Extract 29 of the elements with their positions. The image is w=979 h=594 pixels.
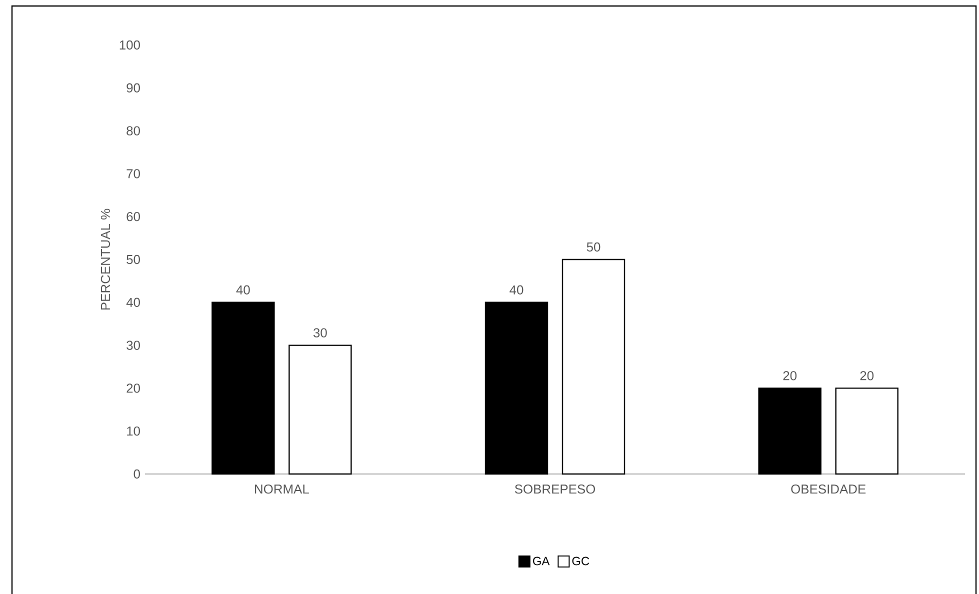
y-tick-label: 20	[126, 384, 140, 393]
data-label: 20	[783, 371, 797, 380]
data-label: 40	[236, 285, 250, 294]
legend-label: GA	[533, 556, 550, 566]
y-tick-label: 60	[126, 212, 140, 222]
y-tick-label: 90	[126, 83, 140, 92]
bar	[288, 344, 352, 475]
x-tick-label: SOBREPESO	[514, 484, 596, 494]
legend-label: GC	[572, 556, 590, 566]
bar	[758, 388, 822, 475]
y-tick-label: 100	[120, 40, 140, 50]
bar	[562, 258, 626, 475]
bar	[484, 302, 548, 475]
y-tick-label: 40	[126, 298, 140, 307]
y-tick-label: 30	[126, 340, 140, 350]
y-tick-label: 10	[127, 426, 140, 436]
y-tick-label: 70	[126, 169, 140, 178]
bar	[212, 302, 275, 475]
y-tick-label: 0	[134, 469, 140, 479]
y-tick-label: 80	[126, 126, 140, 136]
data-label: 50	[586, 242, 600, 252]
x-tick-label: NORMAL	[255, 484, 309, 494]
y-axis-title: PERCENTUAL %	[100, 208, 110, 310]
bar	[835, 388, 898, 475]
data-label: 30	[313, 328, 327, 338]
data-label: 20	[860, 371, 874, 380]
x-tick-label: OBESIDADE	[791, 484, 866, 494]
data-label: 40	[510, 285, 524, 294]
y-tick-label: 50	[126, 254, 140, 264]
